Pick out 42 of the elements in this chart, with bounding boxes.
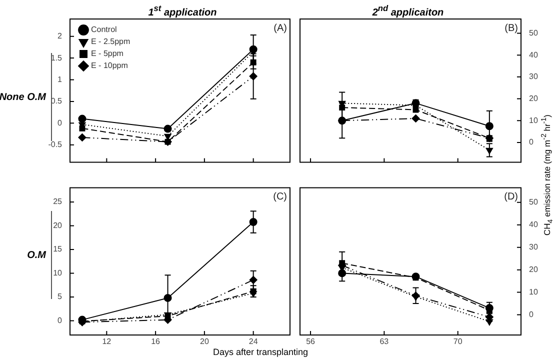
legend-label: E - 2.5ppm [91, 37, 130, 46]
y-tick-label: 0 [529, 138, 534, 147]
y-tick-label: 20 [529, 94, 538, 103]
legend-label: E - 5ppm [91, 49, 124, 58]
y-tick-label: 0 [58, 316, 63, 325]
chart-title: 2$^{nd}$ applicaiton [371, 2, 445, 20]
y-tick-label: 10 [529, 116, 538, 125]
y-tick-label: 15 [53, 244, 63, 254]
y-tick-label: 40 [529, 50, 538, 60]
y-tick-label: 50 [529, 28, 538, 38]
y-tick-label: 10 [53, 268, 63, 278]
annotation: (A) [274, 22, 287, 34]
annotation: (B) [504, 22, 518, 34]
x-tick-label: 16 [151, 337, 161, 346]
x-tick-label: 70 [453, 337, 463, 346]
x-tick-label: 63 [380, 337, 390, 346]
x-tick-label: 56 [306, 337, 316, 346]
y-tick-label: 25 [53, 197, 63, 206]
y-tick-label: 0 [529, 310, 534, 319]
y-tick-label: -0.5 [48, 140, 63, 150]
y-tick-label: 0 [58, 118, 63, 128]
y-tick-label: 40 [529, 220, 538, 230]
y-tick-label: 1 [58, 74, 63, 84]
y-tick-label: 5 [58, 292, 63, 302]
y-tick-label: 30 [529, 72, 538, 82]
legend-label: Control [91, 25, 118, 34]
text: O.M [26, 248, 46, 262]
y-tick-label: 10 [529, 288, 538, 297]
x-tick-label: 20 [200, 337, 210, 346]
y-tick-label: 30 [529, 242, 538, 252]
y-tick-label: 20 [529, 265, 538, 274]
legend-label: E - 10ppm [91, 61, 128, 70]
annotation: (D) [504, 192, 518, 203]
y-tick-label: 50 [529, 198, 538, 207]
x-tick-label: 12 [102, 337, 112, 346]
y-tick-label: 1.5 [50, 53, 63, 62]
annotation: (C) [273, 192, 287, 203]
x-tick-label: 24 [248, 337, 258, 346]
chart-title: 1$^{st}$ application [147, 2, 218, 20]
y-tick-label: 20 [53, 220, 63, 230]
y-tick-label: 2 [58, 32, 63, 41]
x-axis-title: Days after transplanting [212, 346, 310, 358]
